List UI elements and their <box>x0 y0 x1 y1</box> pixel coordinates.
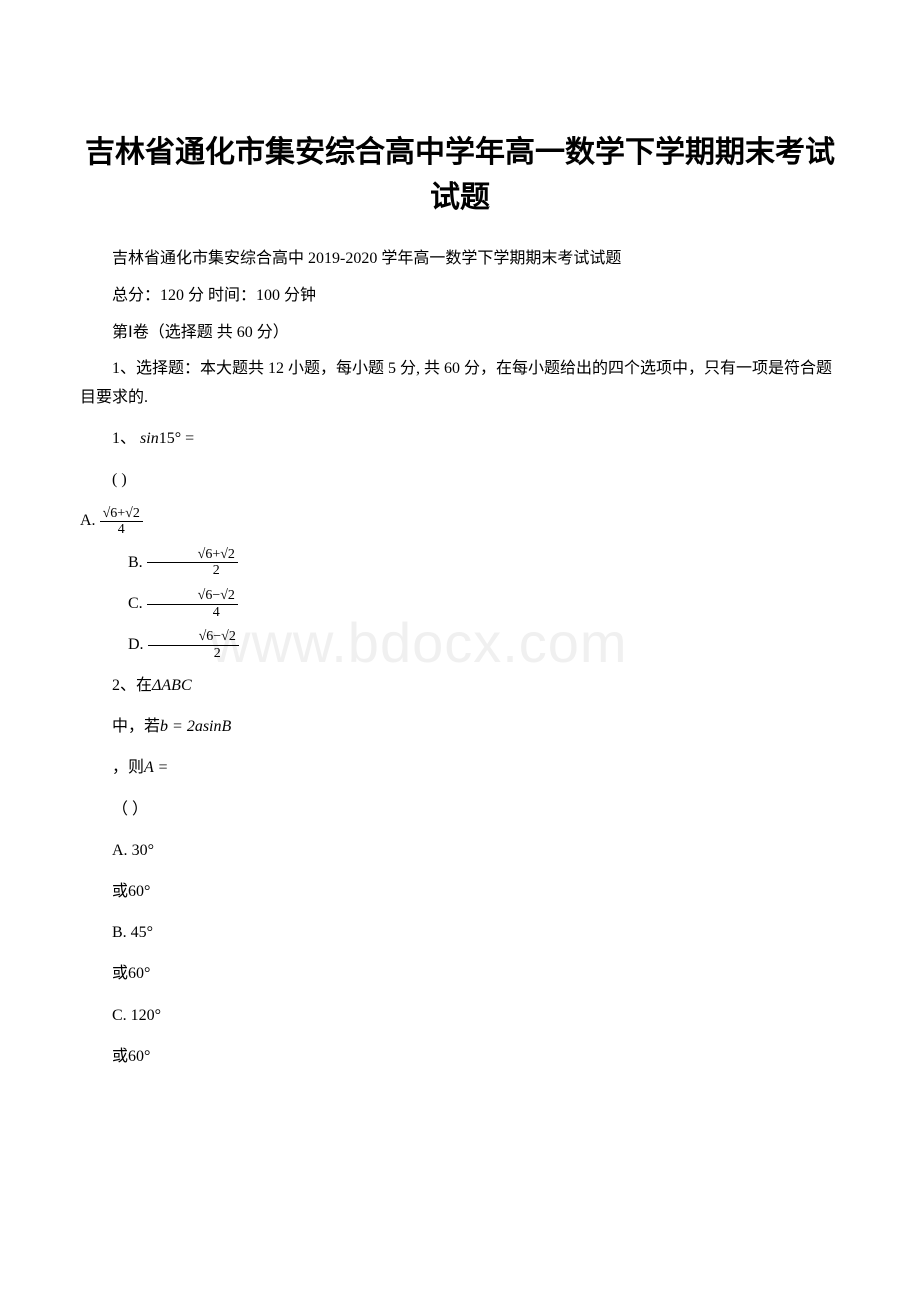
q2-sixty-2: 60° <box>128 965 150 982</box>
instructions: 1、选择题：本大题共 12 小题，每小题 5 分, 共 60 分，在每小题给出的… <box>80 355 840 413</box>
q1-optB-num: √6+√2 <box>147 547 238 563</box>
q1-optB-den: 2 <box>147 563 238 578</box>
q1-sin: sin <box>140 430 159 447</box>
q1-optB-label: B. <box>128 554 147 571</box>
q2-optC-or: 或60° <box>80 1039 840 1074</box>
q1-optD-frac: √6−√2 2 <box>148 629 239 661</box>
q1-optC-label: C. <box>128 595 147 612</box>
q2-optB: B. 45° <box>80 915 840 950</box>
q1-optA-label: A. <box>80 512 100 529</box>
q1-optB-frac: √6+√2 2 <box>147 547 238 579</box>
q2-line3a: ，则 <box>112 759 144 776</box>
q2-optA: A. 30° <box>80 833 840 868</box>
q1-label: 1、 <box>112 430 136 447</box>
main-title: 吉林省通化市集安综合高中学年高一数学下学期期末考试试题 <box>80 130 840 220</box>
q1-optC: C. √6−√2 4 <box>80 586 840 621</box>
part1-heading: 第Ⅰ卷（选择题 共 60 分） <box>80 319 840 348</box>
q2-optA-or: 或60° <box>80 874 840 909</box>
q1-optC-num: √6−√2 <box>147 588 238 604</box>
q1-optB: B. √6+√2 2 <box>80 545 840 580</box>
q2-line1: 2、在ΔABC <box>80 668 840 703</box>
q2-line2a: 中，若 <box>112 718 160 735</box>
q2-line2: 中，若b = 2asinB <box>80 709 840 744</box>
q2-or-2: 或 <box>112 965 128 982</box>
q2-optB-label: B. <box>112 924 131 941</box>
q1-optD-den: 2 <box>148 646 239 661</box>
q1-optA-frac: √6+√2 4 <box>100 506 143 538</box>
q2-line3b: A = <box>144 759 168 776</box>
subtitle: 吉林省通化市集安综合高中 2019-2020 学年高一数学下学期期末考试试题 <box>80 245 840 274</box>
q1-optD: D. √6−√2 2 <box>80 627 840 662</box>
q2-optC-val: 120° <box>131 1007 161 1024</box>
q2-or-1: 或 <box>112 883 128 900</box>
q2-sixty-3: 60° <box>128 1048 150 1065</box>
q2-label: 2、在 <box>112 677 152 694</box>
q2-paren: （ ） <box>80 792 840 827</box>
q1-stem: 1、 sin15° = <box>80 421 840 456</box>
q1-optA: A. √6+√2 4 <box>80 503 840 538</box>
score-time: 总分：120 分 时间：100 分钟 <box>80 282 840 311</box>
q2-optB-or: 或60° <box>80 956 840 991</box>
q2-or-3: 或 <box>112 1048 128 1065</box>
q2-line2b: b = 2asinB <box>160 718 231 735</box>
q1-paren: ( ) <box>80 462 840 497</box>
q1-optD-label: D. <box>128 636 148 653</box>
q1-optA-den: 4 <box>100 522 143 537</box>
q2-line3: ，则A = <box>80 750 840 785</box>
q1-optD-num: √6−√2 <box>148 629 239 645</box>
q1-optC-den: 4 <box>147 605 238 620</box>
q2-optB-val: 45° <box>131 924 153 941</box>
q2-sixty-1: 60° <box>128 883 150 900</box>
q2-optC-label: C. <box>112 1007 131 1024</box>
q1-optC-frac: √6−√2 4 <box>147 588 238 620</box>
q2-triangle: ΔABC <box>152 677 192 694</box>
q1-arg: 15° = <box>159 430 194 447</box>
q2-optA-val: 30° <box>132 842 154 859</box>
q1-optA-num: √6+√2 <box>100 506 143 522</box>
q2-optC: C. 120° <box>80 998 840 1033</box>
q2-optA-label: A. <box>112 842 132 859</box>
